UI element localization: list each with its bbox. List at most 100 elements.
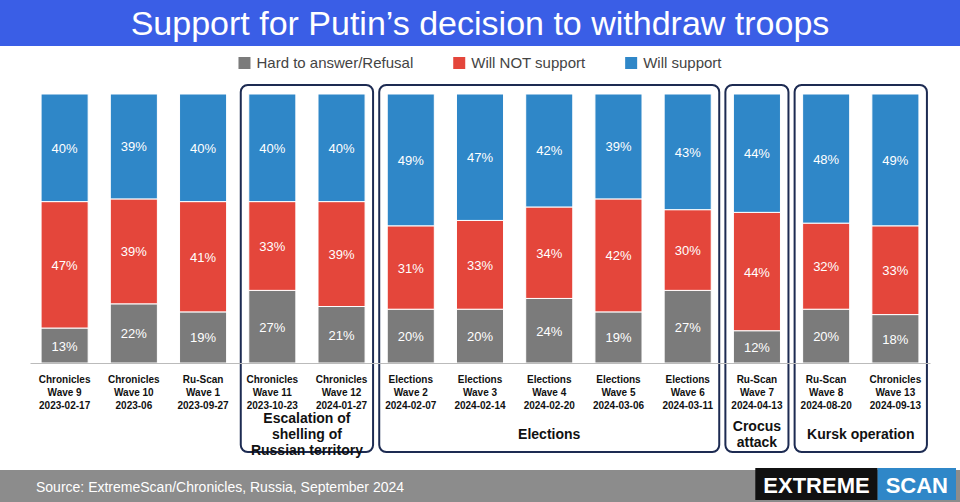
x-tick-label-line: Elections [596,374,641,385]
data-label: 21% [329,328,355,343]
data-label: 47% [52,258,78,273]
x-tick-label-line: Wave 13 [876,387,916,398]
annotation-box [241,85,373,452]
x-tick: ElectionsWave 42024-02-20 [524,363,576,411]
branding-text: SCAN [886,473,948,498]
x-tick-label-line: Chronicles [246,374,298,385]
bar-segment [249,94,296,202]
data-label: 20% [467,329,493,344]
data-label: 40% [259,141,285,156]
x-tick-label-line: 2024-02-07 [385,400,437,411]
data-label: 33% [882,263,908,278]
data-label: 43% [675,145,701,160]
x-tick-label-line: 2024-01-27 [316,400,368,411]
x-tick-label-line: Wave 3 [463,387,498,398]
bar-segment [110,199,157,304]
data-label: 19% [605,330,631,345]
x-tick-label-line: 2024-08-20 [801,400,853,411]
data-label: 39% [605,139,631,154]
annotation-line: Kursk operation [807,426,914,442]
branding-text: EXTREME [763,473,869,498]
x-tick-label-line: 2023-02-17 [39,400,91,411]
x-tick-label: ElectionsWave 32024-02-14 [454,374,506,411]
bar-segment [872,315,919,363]
x-tick-label: Chronicles Wave 13 2024-09-13 [870,374,922,411]
annotation-box [725,85,788,452]
annotation-line: Escalation of [263,410,350,426]
x-tick-label-line: 2024-09-13 [870,400,922,411]
x-tick-label-line: Wave 6 [671,387,706,398]
annotation-line: Elections [518,426,580,442]
x-tick-label-line: Wave 7 [740,387,775,398]
bar-segment [595,94,642,199]
data-label: 20% [813,329,839,344]
x-tick-label-line: Elections [458,374,503,385]
data-label: 49% [398,153,424,168]
bar-segment [526,94,573,207]
x-tick: ChroniclesWave 92023-02-17 [39,363,91,411]
x-tick-label-line: Wave 9 [48,387,83,398]
x-tick: Ru-ScanWave 12023-09-27 [177,363,229,411]
bar-segment [387,94,434,226]
legend-item: Will NOT support [453,54,586,71]
annotation-group: Kursk operation [795,85,927,452]
bar-segment [456,220,503,309]
data-label: 48% [813,152,839,167]
bar-segment [526,207,573,298]
data-label: 31% [398,261,424,276]
bar-segment [664,94,711,210]
bar-segment [733,94,780,212]
title: Support for Putin’s decision to withdraw… [131,4,830,42]
x-tick-label: Ru-ScanWave 72024-04-13 [731,374,783,411]
annotation-label: Escalation ofshelling ofRussian territor… [251,410,363,458]
bars [41,94,919,363]
bar-segment [733,212,780,330]
x-tick-label: ElectionsWave 62024-03-11 [662,374,713,411]
x-tick-label-line: Wave 2 [394,387,429,398]
x-tick-label-line: Ru-Scan [806,374,847,385]
legend-swatch [453,57,465,69]
x-tick-label-line: 2024-02-20 [524,400,576,411]
legend-label: Hard to answer/Refusal [256,54,413,71]
x-tick-label-line: 2024-04-13 [731,400,783,411]
x-tick-label-line: 2024-03-11 [662,400,713,411]
x-tick-label-line: Chronicles [870,374,922,385]
x-tick: ElectionsWave 32024-02-14 [454,363,506,411]
data-label: 20% [398,329,424,344]
data-label: 12% [744,340,770,355]
x-tick: ChroniclesWave 122024-01-27 [316,363,368,411]
legend-item: Hard to answer/Refusal [238,54,413,71]
annotation-box [379,85,719,452]
bar-segment [387,309,434,363]
annotation-line: Crocus [733,418,781,434]
annotation-label: Elections [518,426,580,442]
bar-segment [41,202,88,328]
data-label: 47% [467,150,493,165]
x-tick-label-line: Wave 1 [186,387,221,398]
bar-segment [733,331,780,363]
legend-swatch [238,57,250,69]
annotation-groups: Escalation ofshelling ofRussian territor… [241,85,927,458]
annotation-group: Crocusattack [725,85,788,452]
x-tick-label-line: Chronicles [316,374,368,385]
data-label: 42% [605,248,631,263]
x-tick-label-line: Wave 10 [114,387,154,398]
x-tick-label-line: 2024-03-06 [593,400,645,411]
legend: Hard to answer/RefusalWill NOT supportWi… [238,54,722,71]
bar-segment [180,202,227,312]
data-label: 27% [675,320,701,335]
x-tick-label: ElectionsWave 42024-02-20 [524,374,576,411]
source: Source: ExtremeScan/Chronicles, Russia, … [36,479,404,495]
data-label: 44% [744,265,770,280]
bar-segment [595,199,642,312]
data-label: 24% [536,324,562,339]
x-axis-line [31,363,931,364]
data-label: 40% [190,141,216,156]
data-label: 32% [813,259,839,274]
x-tick-label-line: Elections [527,374,572,385]
data-label: 13% [52,339,78,354]
bar-segment [180,94,227,202]
data-label: 39% [121,244,147,259]
x-tick-label-line: 2023-06 [115,400,152,411]
annotation-line: attack [737,434,778,450]
